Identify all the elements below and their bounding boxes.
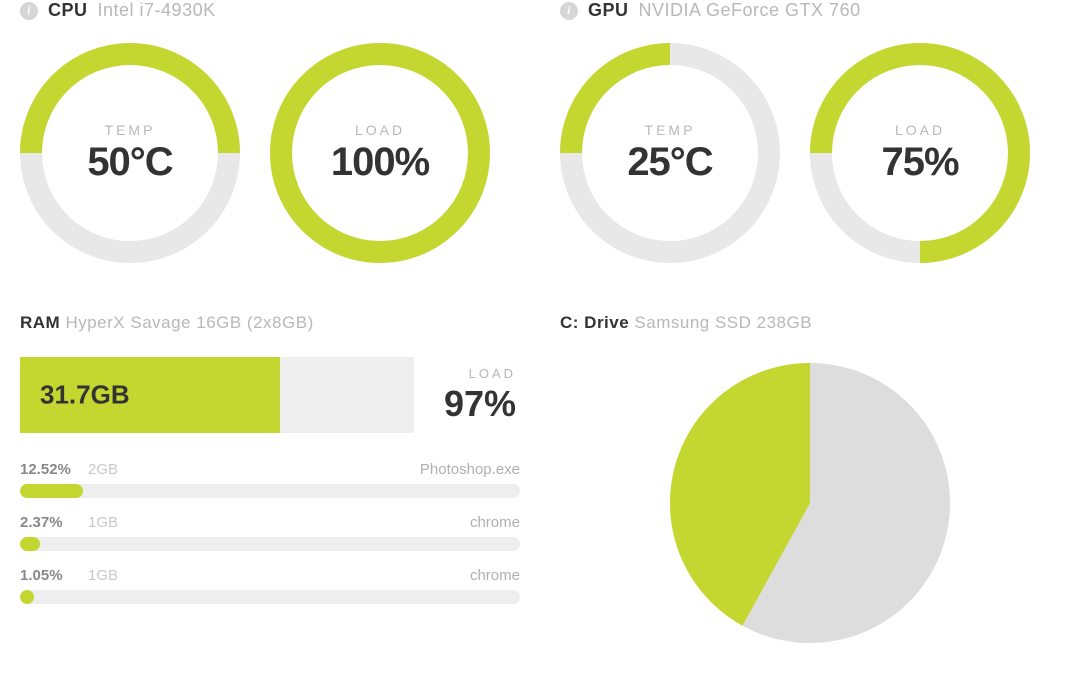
gauge-value: 25°C: [627, 140, 712, 185]
ram-load-box: LOAD 97%: [444, 366, 520, 425]
gpu-header: i GPU NVIDIA GeForce GTX 760: [560, 0, 1060, 21]
ram-load-label: LOAD: [444, 366, 516, 381]
gauge-label: TEMP: [105, 122, 156, 138]
drive-pie-chart: [670, 363, 950, 643]
gauge-value: 50°C: [87, 140, 172, 185]
process-row: 12.52% 2GB Photoshop.exe: [20, 461, 520, 498]
gauge-value: 75%: [881, 140, 958, 185]
ram-model: HyperX Savage 16GB (2x8GB): [65, 313, 313, 332]
info-icon[interactable]: i: [20, 2, 38, 20]
process-bar: [20, 537, 520, 551]
gauge-value: 100%: [331, 140, 429, 185]
process-percent: 2.37%: [20, 514, 74, 531]
cpu-label: CPU: [48, 0, 88, 21]
drive-pie-wrap: [560, 363, 1060, 643]
ram-load-value: 97%: [444, 383, 516, 425]
process-name: chrome: [470, 567, 520, 584]
process-bar: [20, 484, 520, 498]
process-size: 2GB: [88, 461, 118, 478]
info-icon[interactable]: i: [560, 2, 578, 20]
process-row: 1.05% 1GB chrome: [20, 567, 520, 604]
ram-section: RAM HyperX Savage 16GB (2x8GB) 31.7GB LO…: [20, 313, 520, 643]
drive-label: C: Drive: [560, 313, 629, 332]
process-name: chrome: [470, 514, 520, 531]
cpu-header: i CPU Intel i7-4930K: [20, 0, 520, 21]
ram-usage-bar: 31.7GB: [20, 357, 414, 433]
gauge-label: LOAD: [895, 122, 945, 138]
gpu-section: i GPU NVIDIA GeForce GTX 760 TEMP 25°C LOA…: [560, 0, 1060, 263]
gauge: LOAD 100%: [270, 43, 490, 263]
process-percent: 12.52%: [20, 461, 74, 478]
process-size: 1GB: [88, 514, 118, 531]
ram-process-list: 12.52%2GBPhotoshop.exe2.37%1GBchrome1.05…: [20, 461, 520, 604]
process-size: 1GB: [88, 567, 118, 584]
ram-label: RAM: [20, 313, 60, 332]
gauge: TEMP 25°C: [560, 43, 780, 263]
process-name: Photoshop.exe: [420, 461, 520, 478]
gauge: TEMP 50°C: [20, 43, 240, 263]
cpu-gauges: TEMP 50°C LOAD 100%: [20, 43, 520, 263]
cpu-model: Intel i7-4930K: [98, 0, 216, 21]
gpu-label: GPU: [588, 0, 629, 21]
process-row: 2.37% 1GB chrome: [20, 514, 520, 551]
gauge-label: TEMP: [645, 122, 696, 138]
process-bar: [20, 590, 520, 604]
gauge-label: LOAD: [355, 122, 405, 138]
gpu-gauges: TEMP 25°C LOAD 75%: [560, 43, 1060, 263]
ram-header: RAM HyperX Savage 16GB (2x8GB): [20, 313, 520, 333]
drive-header: C: Drive Samsung SSD 238GB: [560, 313, 1060, 333]
gauge: LOAD 75%: [810, 43, 1030, 263]
ram-bar-row: 31.7GB LOAD 97%: [20, 357, 520, 433]
cpu-section: i CPU Intel i7-4930K TEMP 50°C LOAD 100%: [20, 0, 520, 263]
ram-used-text: 31.7GB: [40, 380, 130, 411]
drive-model: Samsung SSD 238GB: [634, 313, 812, 332]
drive-section: C: Drive Samsung SSD 238GB: [560, 313, 1060, 643]
gpu-model: NVIDIA GeForce GTX 760: [639, 0, 861, 21]
process-percent: 1.05%: [20, 567, 74, 584]
